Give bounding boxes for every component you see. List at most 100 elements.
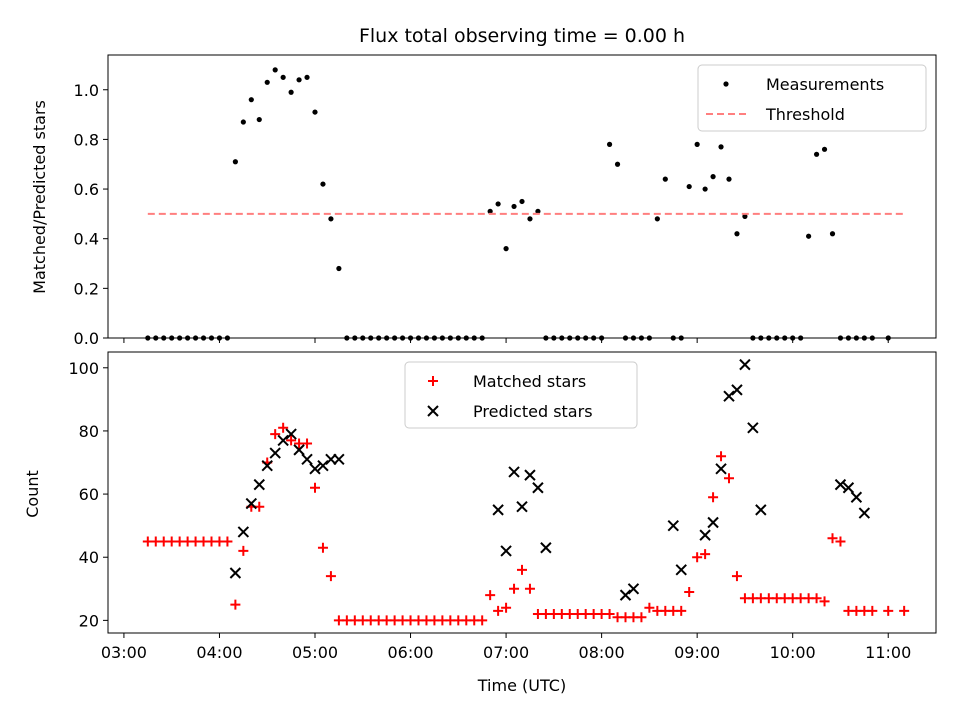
matched-stars-point (310, 482, 320, 493)
predicted-stars-point (532, 482, 544, 494)
predicted-stars-point (675, 564, 687, 576)
matched-stars-point (477, 615, 488, 626)
matched-stars-point (485, 590, 496, 601)
measurements-point (829, 231, 836, 237)
matched-stars-point (708, 492, 719, 503)
measurements-point (272, 67, 278, 73)
predicted-stars-point (540, 542, 552, 554)
bottom-y-tick-label: 40 (79, 548, 99, 567)
bottom-y-tick-label: 20 (79, 611, 99, 630)
matched-stars-point (684, 586, 695, 597)
measurements-point (288, 89, 294, 95)
matched-stars-point (636, 612, 647, 623)
predicted-stars-point (524, 469, 536, 481)
x-tick-label: 10:00 (770, 643, 816, 662)
measurements-legend-label: Measurements (766, 75, 884, 94)
matched-stars-point (835, 536, 846, 547)
predicted-stars-point (731, 384, 743, 396)
predicted-stars-point (229, 567, 242, 579)
top-plot-title: Flux total observing time = 0.00 h (359, 25, 685, 47)
matched-stars-point (286, 435, 297, 446)
bottom-legend: Matched stars Predicted stars (404, 361, 638, 429)
measurements-point (654, 216, 660, 222)
measurements-point (264, 79, 270, 85)
measurements-point (495, 201, 501, 207)
measurements-legend-marker (723, 81, 729, 87)
predicted-stars-point (842, 482, 855, 494)
predicted-stars-point (492, 504, 504, 516)
predicted-stars-point (269, 447, 281, 459)
matched-stars-point (270, 429, 281, 440)
predicted-stars-point (834, 478, 847, 491)
measurements-point (296, 77, 302, 83)
x-tick-label: 08:00 (579, 643, 625, 662)
bottom-y-tick-label: 100 (68, 359, 99, 378)
measurements-point (336, 265, 342, 272)
matched-stars-point (493, 605, 504, 616)
predicted-stars-point (253, 478, 265, 491)
measurements-point (606, 141, 613, 147)
matched-stars-point (700, 549, 711, 560)
measurements-point (328, 216, 334, 222)
predicted-stars-legend-marker (427, 405, 439, 417)
measurements-point (248, 97, 254, 103)
top-y-tick-label: 0.6 (74, 180, 99, 199)
bottom-panel: 20 40 60 80 100 03:00 04:00 05:00 06:00 07:00 08:0… (68, 351, 937, 662)
top-axes-frame (107, 54, 937, 339)
matched-stars-point (302, 438, 313, 449)
matched-stars-point (724, 473, 734, 484)
matched-stars-point (692, 552, 703, 563)
x-tick-label: 11:00 (865, 643, 911, 662)
matched-stars-point (867, 605, 878, 616)
matched-stars-point (716, 451, 727, 462)
x-tick-label: 07:00 (483, 643, 529, 662)
measurements-point (742, 213, 748, 219)
top-y-tick-label: 0.2 (74, 279, 99, 298)
matched-stars-point (254, 501, 265, 512)
x-tick-label: 06:00 (387, 643, 433, 662)
predicted-stars-point (317, 459, 329, 472)
matched-stars-point (517, 564, 527, 575)
predicted-stars-point (333, 453, 345, 466)
matched-stars-legend-label: Matched stars (473, 372, 586, 391)
matched-stars-point (325, 571, 336, 582)
top-y-tick-label: 0.0 (74, 329, 99, 348)
predicted-stars-point (739, 358, 751, 371)
predicted-stars-point (301, 453, 313, 466)
measurements-point (511, 203, 517, 210)
top-panel: 0.0 0.2 0.4 0.6 0.8 1.0 Measurements Threshold (74, 54, 937, 348)
measurements-point (312, 109, 318, 115)
predicted-stars-point (715, 463, 727, 475)
bottom-axes-frame (107, 351, 937, 634)
matched-stars-point (230, 599, 241, 610)
matched-stars-point (644, 602, 655, 613)
x-tick-label: 04:00 (196, 643, 242, 662)
top-y-tick-label: 1.0 (74, 81, 99, 100)
predicted-stars-point (619, 589, 632, 601)
matched-stars-point (819, 596, 830, 607)
predicted-stars-point (277, 434, 289, 447)
measurements-point (535, 208, 541, 214)
predicted-stars-point (667, 519, 679, 532)
matched-stars-legend-marker (428, 376, 438, 386)
predicted-stars-point (293, 444, 305, 456)
measurements-point (702, 186, 708, 192)
measurements-point (256, 116, 262, 123)
matched-stars-point (501, 602, 512, 613)
predicted-stars-point (699, 529, 711, 541)
measurements-point (614, 161, 621, 167)
matched-stars-point (278, 422, 289, 433)
matched-stars-point (524, 583, 535, 594)
matched-stars-point (899, 605, 910, 616)
measurements-point (710, 174, 716, 180)
measurements-point (240, 119, 246, 125)
measurements-point (503, 246, 509, 252)
threshold-legend-label: Threshold (765, 105, 845, 124)
matched-stars-point (509, 583, 520, 594)
matched-stars-point (811, 593, 822, 604)
measurements-point (806, 233, 812, 239)
measurements-point (686, 183, 692, 190)
measurements-point (304, 74, 310, 80)
matched-stars-point (238, 545, 249, 556)
